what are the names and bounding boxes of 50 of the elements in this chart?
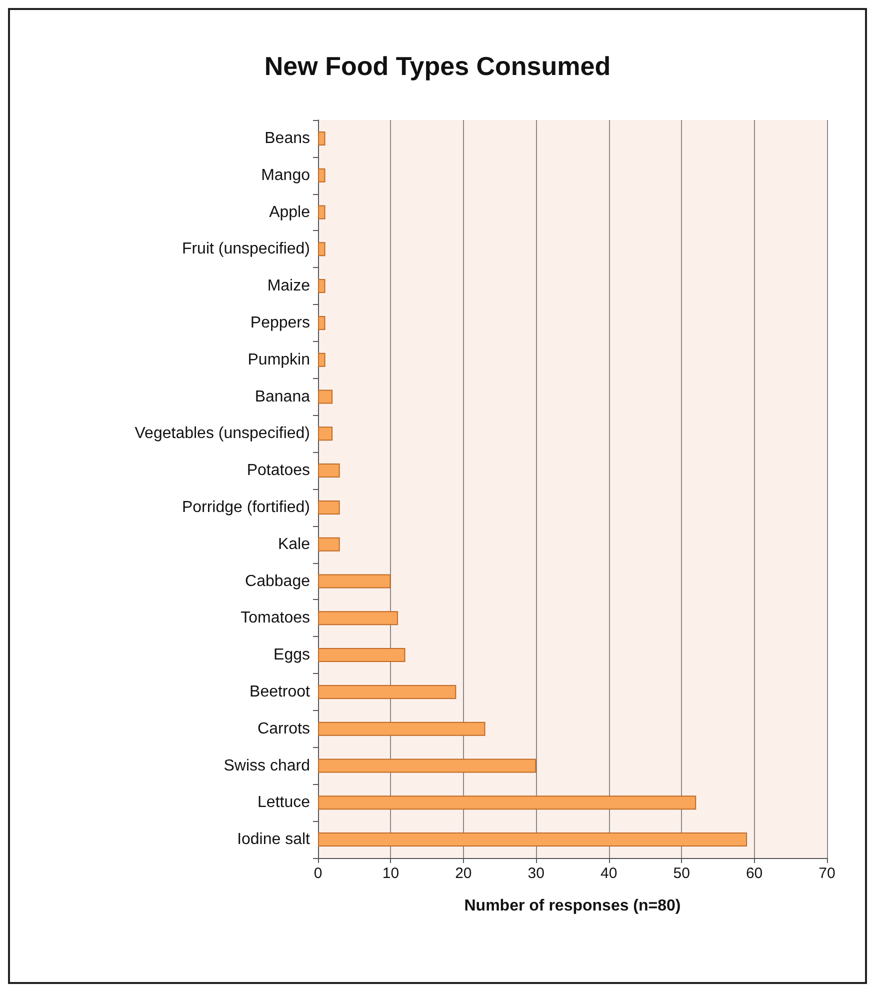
bar	[318, 648, 406, 662]
bar	[318, 168, 326, 182]
bar	[318, 352, 326, 367]
y-tick-label: Beans	[264, 130, 310, 147]
y-tick-label: Fruit (unspecified)	[182, 240, 310, 258]
bar	[318, 390, 333, 404]
bar	[318, 796, 696, 810]
bar	[318, 832, 748, 847]
bar	[318, 722, 486, 736]
bar	[318, 316, 326, 330]
x-tick-label: 10	[382, 865, 400, 882]
y-tick-label: Pumpkin	[248, 351, 310, 368]
x-tick-label: 50	[673, 865, 690, 882]
x-tick-label: 20	[455, 865, 472, 882]
bar	[318, 758, 536, 773]
y-tick-label: Cabbage	[245, 572, 310, 590]
bar	[318, 574, 391, 588]
y-tick-label: Swiss chard	[224, 757, 310, 774]
y-tick-label: Porridge (fortified)	[182, 498, 310, 516]
y-tick-label: Apple	[269, 204, 310, 221]
bar	[318, 500, 340, 514]
bar	[318, 537, 340, 552]
y-tick-label: Vegetables (unspecified)	[134, 425, 310, 442]
chart-title: New Food Types Consumed	[264, 51, 611, 81]
y-tick-label: Iodine salt	[237, 831, 311, 848]
y-tick-label: Beetroot	[250, 683, 311, 700]
bar	[318, 426, 333, 441]
y-tick-label: Maize	[267, 278, 310, 295]
bar	[318, 684, 456, 699]
x-axis-title: Number of responses (n=80)	[464, 898, 681, 914]
y-tick-label: Banana	[254, 388, 310, 406]
x-tick-label: 70	[818, 865, 836, 882]
y-tick-label: Lettuce	[258, 794, 310, 812]
bar	[318, 205, 326, 220]
y-tick-label: Mango	[261, 166, 310, 184]
x-tick-label: 30	[528, 865, 544, 882]
bar	[318, 242, 326, 256]
x-tick-label: 40	[600, 865, 618, 882]
x-tick-label: 0	[314, 865, 322, 882]
y-tick-label: Kale	[278, 536, 310, 553]
y-tick-label: Peppers	[250, 314, 310, 332]
y-tick-label: Carrots	[258, 720, 310, 738]
y-tick-label: Eggs	[274, 646, 310, 664]
x-tick-label: 60	[746, 865, 763, 882]
y-tick-label: Tomatoes	[240, 610, 310, 627]
bar	[318, 131, 326, 146]
bar	[318, 611, 398, 626]
bar	[318, 279, 326, 294]
y-tick-label: Potatoes	[246, 462, 310, 480]
bar	[318, 464, 340, 478]
